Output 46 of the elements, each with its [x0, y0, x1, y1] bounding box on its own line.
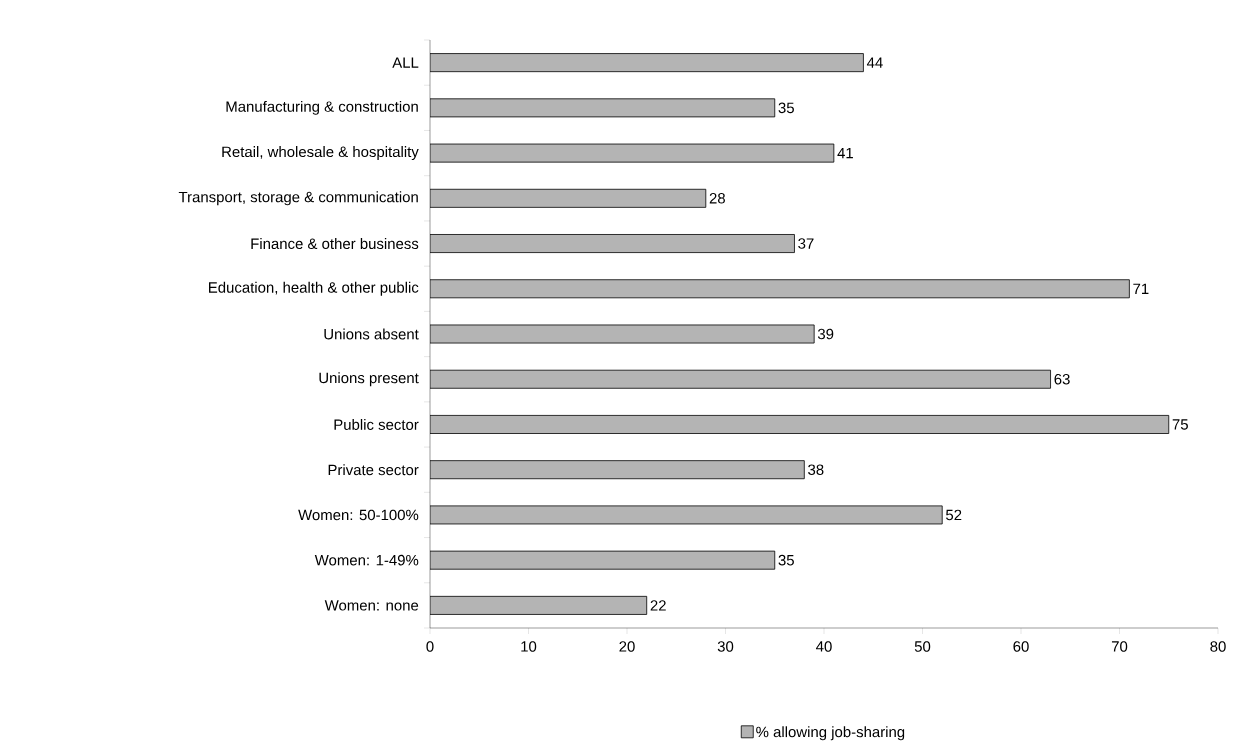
y-tick-label: Women: 50-100%	[298, 509, 419, 521]
data-label: 38	[808, 464, 824, 475]
y-tick-label: Women: none	[324, 600, 419, 611]
y-tick-label: ALL	[392, 57, 419, 68]
x-tick-label: 80	[1210, 641, 1226, 652]
bar	[430, 234, 795, 253]
y-tick-label: Women: 1-49%	[314, 554, 419, 566]
bar	[430, 53, 864, 73]
y-tick-label: Public sector	[334, 418, 419, 430]
data-label: 63	[1054, 373, 1070, 385]
data-label: 37	[798, 238, 814, 249]
x-tick-label: 0	[426, 641, 434, 652]
data-label: 28	[709, 193, 725, 204]
x-tick-label: 30	[717, 641, 734, 652]
x-tick-label: 70	[1111, 641, 1128, 652]
y-tick-label: Education, health & other public	[209, 281, 419, 296]
y-tick-label: Transport, storage & communication	[178, 191, 418, 206]
bar	[430, 460, 805, 480]
y-tick-label: Retail, wholesale & hospitality	[222, 146, 419, 161]
data-label: 39	[817, 328, 834, 340]
bar	[430, 188, 707, 208]
data-label: 35	[778, 102, 794, 114]
legend-label: % allowing job-sharing	[756, 726, 905, 741]
y-tick-label: Unions present	[319, 372, 419, 387]
x-tick-label: 40	[816, 641, 832, 652]
data-label: 75	[1172, 419, 1188, 430]
bar	[430, 98, 776, 118]
data-label: 35	[778, 554, 794, 566]
x-tick-label: 60	[1013, 641, 1029, 652]
x-tick-label: 10	[521, 641, 537, 652]
bar	[430, 595, 648, 615]
y-tick-label: Unions absent	[324, 328, 419, 340]
data-label: 22	[650, 600, 666, 611]
y-tick-label: Manufacturing & construction	[226, 100, 418, 115]
x-tick-label: 50	[914, 641, 931, 652]
bar	[430, 369, 1051, 389]
y-tick-label: Finance & other business	[251, 238, 419, 250]
bar	[430, 415, 1170, 434]
bar	[430, 550, 776, 570]
data-label: 44	[866, 57, 883, 68]
bar	[430, 279, 1130, 299]
data-label: 41	[837, 147, 853, 159]
data-label: 71	[1133, 283, 1149, 294]
x-tick-label: 20	[619, 641, 635, 652]
y-tick-label: Private sector	[328, 464, 419, 476]
data-label: 52	[946, 509, 962, 521]
